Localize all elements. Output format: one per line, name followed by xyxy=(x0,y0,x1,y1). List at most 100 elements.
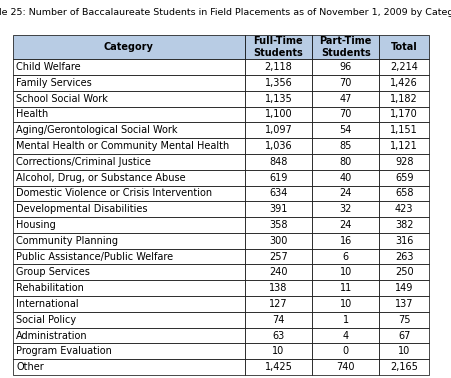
Bar xyxy=(311,107,378,122)
Bar xyxy=(378,328,428,343)
Text: 2,118: 2,118 xyxy=(264,62,292,72)
Text: 10: 10 xyxy=(272,346,284,356)
Text: Health: Health xyxy=(16,110,48,119)
Text: Total: Total xyxy=(390,42,417,52)
Bar xyxy=(13,59,244,75)
Text: 1,097: 1,097 xyxy=(264,125,292,135)
Bar xyxy=(378,265,428,280)
Text: 1,151: 1,151 xyxy=(390,125,417,135)
Bar xyxy=(378,35,428,59)
Bar xyxy=(244,75,311,91)
Text: 1,356: 1,356 xyxy=(264,78,292,88)
Text: 40: 40 xyxy=(339,173,351,183)
Bar xyxy=(378,107,428,122)
Text: 300: 300 xyxy=(269,236,287,246)
Text: 658: 658 xyxy=(394,188,413,198)
Bar xyxy=(311,91,378,107)
Text: Rehabilitation: Rehabilitation xyxy=(16,283,84,293)
Text: Table 25: Number of Baccalaureate Students in Field Placements as of November 1,: Table 25: Number of Baccalaureate Studen… xyxy=(0,8,451,17)
Bar xyxy=(378,91,428,107)
Text: 1,100: 1,100 xyxy=(264,110,292,119)
Bar xyxy=(244,265,311,280)
Text: Mental Health or Community Mental Health: Mental Health or Community Mental Health xyxy=(16,141,229,151)
Bar xyxy=(244,328,311,343)
Bar xyxy=(244,154,311,170)
Bar xyxy=(311,35,378,59)
Text: Family Services: Family Services xyxy=(16,78,92,88)
Text: 316: 316 xyxy=(394,236,413,246)
Text: International: International xyxy=(16,299,79,309)
Bar xyxy=(244,138,311,154)
Text: 24: 24 xyxy=(339,220,351,230)
Text: Corrections/Criminal Justice: Corrections/Criminal Justice xyxy=(16,157,151,167)
Bar xyxy=(311,75,378,91)
Text: Category: Category xyxy=(104,42,153,52)
Bar xyxy=(13,154,244,170)
Bar xyxy=(244,359,311,375)
Text: 928: 928 xyxy=(394,157,413,167)
Bar xyxy=(311,217,378,233)
Text: 138: 138 xyxy=(269,283,287,293)
Bar xyxy=(244,91,311,107)
Text: 47: 47 xyxy=(339,94,351,104)
Text: 1,121: 1,121 xyxy=(390,141,417,151)
Bar xyxy=(13,201,244,217)
Text: 80: 80 xyxy=(339,157,351,167)
Text: 10: 10 xyxy=(339,299,351,309)
Bar xyxy=(378,343,428,359)
Bar xyxy=(244,122,311,138)
Text: Full-Time
Students: Full-Time Students xyxy=(253,36,303,58)
Text: 382: 382 xyxy=(394,220,413,230)
Text: 2,214: 2,214 xyxy=(390,62,417,72)
Bar xyxy=(378,233,428,249)
Bar xyxy=(244,249,311,265)
Bar xyxy=(378,359,428,375)
Text: 96: 96 xyxy=(339,62,351,72)
Bar xyxy=(311,296,378,312)
Text: 0: 0 xyxy=(342,346,348,356)
Bar xyxy=(311,280,378,296)
Bar xyxy=(13,35,244,59)
Bar xyxy=(244,170,311,186)
Text: 634: 634 xyxy=(269,188,287,198)
Text: 63: 63 xyxy=(272,330,284,341)
Text: Social Policy: Social Policy xyxy=(16,315,76,325)
Bar xyxy=(13,296,244,312)
Bar xyxy=(244,343,311,359)
Bar xyxy=(13,328,244,343)
Bar xyxy=(378,201,428,217)
Bar xyxy=(311,138,378,154)
Text: 848: 848 xyxy=(269,157,287,167)
Bar xyxy=(244,59,311,75)
Text: 250: 250 xyxy=(394,267,413,277)
Bar xyxy=(378,186,428,201)
Bar xyxy=(311,328,378,343)
Bar xyxy=(244,186,311,201)
Bar xyxy=(13,265,244,280)
Bar xyxy=(378,280,428,296)
Bar xyxy=(311,359,378,375)
Bar xyxy=(311,265,378,280)
Text: 24: 24 xyxy=(339,188,351,198)
Bar xyxy=(311,201,378,217)
Bar xyxy=(244,217,311,233)
Bar xyxy=(311,249,378,265)
Bar xyxy=(244,107,311,122)
Text: 391: 391 xyxy=(269,204,287,214)
Text: 263: 263 xyxy=(394,252,413,262)
Text: Public Assistance/Public Welfare: Public Assistance/Public Welfare xyxy=(16,252,173,262)
Bar xyxy=(311,312,378,328)
Bar xyxy=(13,249,244,265)
Bar xyxy=(378,59,428,75)
Text: Group Services: Group Services xyxy=(16,267,90,277)
Text: 240: 240 xyxy=(269,267,287,277)
Text: Aging/Gerontological Social Work: Aging/Gerontological Social Work xyxy=(16,125,177,135)
Text: 74: 74 xyxy=(272,315,284,325)
Bar xyxy=(378,217,428,233)
Text: Alcohol, Drug, or Substance Abuse: Alcohol, Drug, or Substance Abuse xyxy=(16,173,185,183)
Bar xyxy=(378,154,428,170)
Bar xyxy=(378,312,428,328)
Text: Community Planning: Community Planning xyxy=(16,236,118,246)
Bar xyxy=(13,359,244,375)
Text: Program Evaluation: Program Evaluation xyxy=(16,346,112,356)
